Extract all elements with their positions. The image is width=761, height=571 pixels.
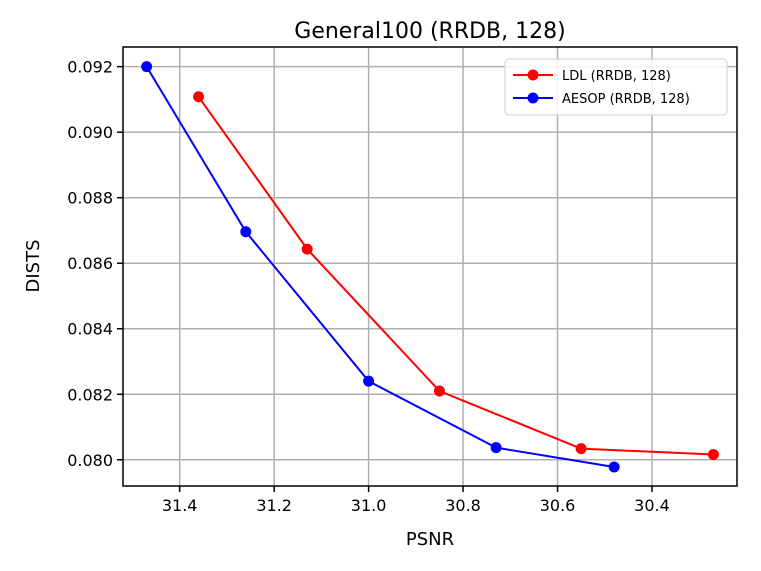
x-tick-label: 31.0	[351, 496, 387, 515]
y-axis-label: DISTS	[23, 239, 44, 292]
legend-box	[504, 58, 728, 116]
data-point-ldl	[433, 385, 445, 397]
data-point-ldl	[301, 243, 313, 255]
legend-label-ldl: LDL (RRDB, 128)	[562, 69, 671, 84]
x-tick-label: 31.2	[256, 496, 292, 515]
y-tick-label: 0.080	[67, 451, 113, 470]
data-point-aesop	[490, 442, 502, 454]
x-axis-label: PSNR	[406, 529, 454, 550]
x-tick-label: 30.8	[445, 496, 481, 515]
data-point-aesop	[363, 375, 375, 387]
data-point-aesop	[141, 61, 153, 73]
plot-frame	[122, 46, 738, 487]
y-tick-label: 0.090	[67, 123, 113, 142]
y-tick-label: 0.084	[67, 320, 113, 339]
series-layer	[141, 61, 719, 473]
y-tick-label: 0.088	[67, 189, 113, 208]
data-point-ldl	[193, 91, 205, 103]
data-point-aesop	[608, 461, 620, 473]
data-point-aesop	[240, 226, 252, 238]
chart-title: General100 (RRDB, 128)	[294, 19, 565, 44]
x-tick-label: 30.4	[634, 496, 670, 515]
tick-layer: 31.4 31.2 31.0 30.8 30.6 30.4 0.080 0.082 0.084 0…	[67, 58, 670, 515]
y-tick-label: 0.092	[67, 58, 113, 77]
y-tick-label: 0.086	[67, 254, 113, 273]
x-tick-label: 31.4	[162, 496, 198, 515]
data-point-ldl	[575, 443, 587, 455]
series-line-aesop	[145, 66, 615, 468]
x-tick-label: 30.6	[540, 496, 576, 515]
legend: LDL (RRDB, 128) AESOP (RRDB, 128)	[504, 58, 728, 116]
y-tick-label: 0.082	[67, 385, 113, 404]
legend-marker-ldl	[527, 69, 539, 81]
data-point-ldl	[707, 449, 719, 461]
legend-marker-aesop	[527, 92, 539, 104]
series-line-ldl	[197, 96, 714, 456]
legend-label-aesop: AESOP (RRDB, 128)	[562, 92, 690, 107]
